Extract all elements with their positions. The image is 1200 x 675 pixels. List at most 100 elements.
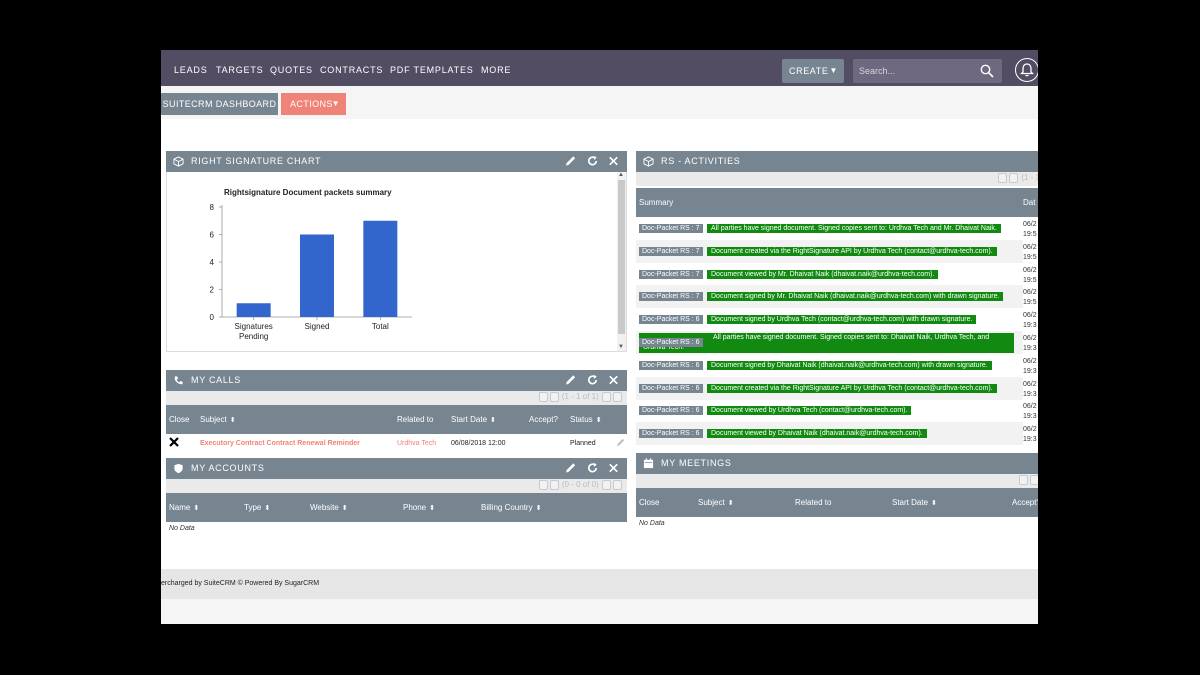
doc-packet-tag[interactable]: Doc-Packet RS : 7 bbox=[639, 224, 703, 233]
close-icon[interactable] bbox=[607, 461, 620, 475]
activity-date-time: 19:5 bbox=[1023, 231, 1037, 238]
doc-packet-tag[interactable]: Doc-Packet RS : 6 bbox=[639, 338, 703, 347]
refresh-icon[interactable] bbox=[586, 373, 599, 387]
doc-packet-tag[interactable]: Doc-Packet RS : 6 bbox=[639, 429, 703, 439]
next-page-button[interactable] bbox=[602, 480, 611, 490]
col-website[interactable]: Website ⬍ bbox=[310, 503, 348, 512]
doc-packet-tag[interactable]: Doc-Packet RS : 7 bbox=[639, 269, 703, 279]
scroll-down-icon[interactable]: ▼ bbox=[618, 344, 624, 350]
nav-targets[interactable]: TARGETS bbox=[216, 65, 264, 75]
activity-date-time: 19:3 bbox=[1023, 345, 1037, 352]
nav-leads[interactable]: LEADS bbox=[174, 65, 208, 75]
dashlet-title: MY CALLS bbox=[191, 375, 241, 385]
doc-packet-tag[interactable]: Doc-Packet RS : 6 bbox=[639, 360, 703, 370]
call-subject-link[interactable]: Executory Contract Contract Renewal Remi… bbox=[200, 440, 360, 447]
edit-icon[interactable] bbox=[564, 154, 577, 168]
bar-chart: Rightsignature Document packets summary 0… bbox=[210, 188, 412, 341]
suitecrm-dashboard-tab[interactable]: SUITECRM DASHBOARD bbox=[161, 93, 278, 115]
nav-pdf-templates[interactable]: PDF TEMPLATES bbox=[390, 65, 474, 75]
nav-quotes[interactable]: QUOTES bbox=[270, 65, 313, 75]
edit-pencil-icon[interactable] bbox=[616, 438, 625, 447]
dashlet-header: RS - ACTIVITIES bbox=[636, 151, 1038, 172]
edit-icon[interactable] bbox=[564, 461, 577, 475]
cube-icon bbox=[643, 156, 654, 167]
doc-packet-tag[interactable]: Doc-Packet RS : 6 bbox=[639, 315, 703, 325]
notifications-button[interactable] bbox=[1015, 58, 1038, 82]
create-button[interactable]: CREATE ▼ bbox=[782, 59, 844, 83]
doc-packet-tag[interactable]: Doc-Packet RS : 7 bbox=[639, 292, 703, 302]
doc-packet-tag[interactable]: Doc-Packet RS : 6 bbox=[639, 383, 703, 393]
chart-scrollbar[interactable]: ▲ ▼ bbox=[617, 172, 626, 351]
activity-date-day: 06/2 bbox=[1023, 335, 1037, 342]
activity-date-time: 19:5 bbox=[1023, 253, 1037, 261]
col-status[interactable]: Status ⬍ bbox=[570, 415, 602, 424]
col-phone[interactable]: Phone ⬍ bbox=[403, 503, 436, 512]
activity-date-time: 19:3 bbox=[1023, 436, 1037, 444]
phone-icon bbox=[174, 376, 183, 385]
actions-button[interactable]: ACTIONS ▼ bbox=[281, 93, 346, 115]
first-page-button[interactable] bbox=[538, 392, 548, 402]
col-subject[interactable]: Subject ⬍ bbox=[200, 415, 236, 424]
list-item: All parties have signed document. Signed… bbox=[636, 217, 1037, 240]
x-tick-label: Signed bbox=[305, 322, 330, 331]
footer-text[interactable]: ercharged by SuiteCRM © Powered By Sugar… bbox=[161, 580, 320, 587]
edit-icon[interactable] bbox=[564, 373, 577, 387]
refresh-icon[interactable] bbox=[586, 154, 599, 168]
pagination-text: (1 - 1 of 1) bbox=[561, 392, 599, 402]
col-start-date[interactable]: Start Date ⬍ bbox=[892, 498, 937, 507]
nav-contracts[interactable]: CONTRACTS bbox=[320, 65, 384, 75]
prev-page-button[interactable] bbox=[1030, 475, 1038, 485]
col-subject[interactable]: Subject ⬍ bbox=[698, 498, 734, 507]
col-name[interactable]: Name ⬍ bbox=[169, 503, 200, 512]
pagination-text: (0 - 0 of 0) bbox=[561, 480, 599, 490]
prev-page-button[interactable] bbox=[549, 480, 559, 490]
last-page-button[interactable] bbox=[613, 392, 622, 402]
doc-packet-tag[interactable]: Doc-Packet RS : 6 bbox=[639, 406, 703, 416]
prev-page-button[interactable] bbox=[549, 392, 559, 402]
col-start-date[interactable]: Start Date ⬍ bbox=[451, 415, 496, 424]
col-summary[interactable]: Summary bbox=[639, 198, 674, 207]
activity-date-day: 06/2 bbox=[1023, 243, 1037, 251]
suitecrm-window: LEADS TARGETS QUOTES CONTRACTS PDF TEMPL… bbox=[161, 50, 1038, 624]
list-item: Document created via the RightSignature … bbox=[636, 376, 1037, 400]
search-input[interactable] bbox=[853, 59, 973, 83]
activity-date-time: 19:3 bbox=[1023, 367, 1037, 375]
first-page-button[interactable] bbox=[538, 480, 548, 490]
activity-date: 06/2 19:5 bbox=[1023, 220, 1038, 240]
doc-packet-tag[interactable]: Doc-Packet RS : 7 bbox=[639, 246, 703, 256]
col-type[interactable]: Type ⬍ bbox=[244, 503, 271, 512]
activity-date: 06/2 19:3 bbox=[1023, 380, 1038, 400]
col-date[interactable]: Dat bbox=[1023, 198, 1036, 207]
activity-date: 06/2 19:3 bbox=[1023, 357, 1038, 377]
list-item: Document signed by Mr. Dhaivat Naik (dha… bbox=[636, 285, 1037, 309]
close-call-icon[interactable] bbox=[169, 437, 179, 447]
nav-more[interactable]: MORE bbox=[481, 65, 512, 75]
footer: ercharged by SuiteCRM © Powered By Sugar… bbox=[161, 569, 1038, 599]
my-meetings-dashlet: MY MEETINGS Close Subject ⬍ Related to St… bbox=[636, 453, 1038, 538]
first-page-button[interactable] bbox=[998, 173, 1008, 183]
first-page-button[interactable] bbox=[1019, 475, 1028, 485]
top-nav: LEADS TARGETS QUOTES CONTRACTS PDF TEMPL… bbox=[161, 50, 1038, 86]
dashlet-title: RS - ACTIVITIES bbox=[661, 156, 741, 166]
scroll-thumb[interactable] bbox=[618, 180, 625, 334]
scroll-up-icon[interactable]: ▲ bbox=[618, 172, 624, 178]
activity-date-time: 19:3 bbox=[1023, 322, 1037, 330]
col-billing-country[interactable]: Billing Country ⬍ bbox=[481, 503, 542, 512]
bar-signed bbox=[300, 234, 334, 317]
pagination-bar: (1 - 1 bbox=[636, 172, 1038, 186]
activity-date-time: 19:5 bbox=[1023, 276, 1037, 284]
dashlet-header: MY ACCOUNTS bbox=[166, 458, 627, 479]
refresh-icon[interactable] bbox=[586, 461, 599, 475]
last-page-button[interactable] bbox=[613, 480, 622, 490]
prev-page-button[interactable] bbox=[1009, 173, 1019, 183]
list-item: Document signed by Dhaivat Naik (dhaivat… bbox=[636, 354, 1037, 377]
close-icon[interactable] bbox=[607, 154, 620, 168]
call-related-link[interactable]: Urdhva Tech bbox=[397, 440, 437, 447]
calendar-icon bbox=[643, 458, 654, 469]
search-icon[interactable] bbox=[980, 64, 994, 78]
close-icon[interactable] bbox=[607, 373, 620, 387]
no-data-text: No Data bbox=[639, 520, 665, 527]
activity-summary: Document created via the RightSignature … bbox=[707, 246, 997, 256]
next-page-button[interactable] bbox=[602, 392, 611, 402]
table-header: Close Subject ⬍ Related to Start Date ⬍ Ac… bbox=[636, 488, 1038, 517]
